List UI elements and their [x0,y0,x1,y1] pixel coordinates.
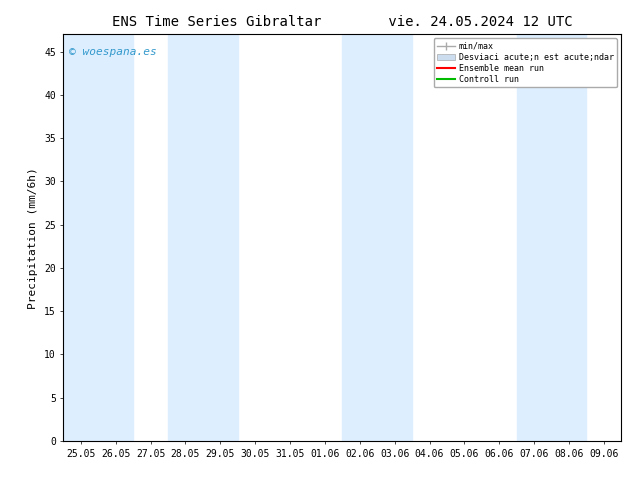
Bar [63,34,98,441]
Bar [377,34,412,441]
Bar [168,34,203,441]
Title: ENS Time Series Gibraltar        vie. 24.05.2024 12 UTC: ENS Time Series Gibraltar vie. 24.05.202… [112,15,573,29]
Bar [517,34,552,441]
Text: © woespana.es: © woespana.es [69,47,157,56]
Bar [203,34,238,441]
Bar [552,34,586,441]
Bar [98,34,133,441]
Bar [342,34,377,441]
Legend: min/max, Desviaci acute;n est acute;ndar, Ensemble mean run, Controll run: min/max, Desviaci acute;n est acute;ndar… [434,39,617,87]
Y-axis label: Precipitation (mm/6h): Precipitation (mm/6h) [29,167,39,309]
